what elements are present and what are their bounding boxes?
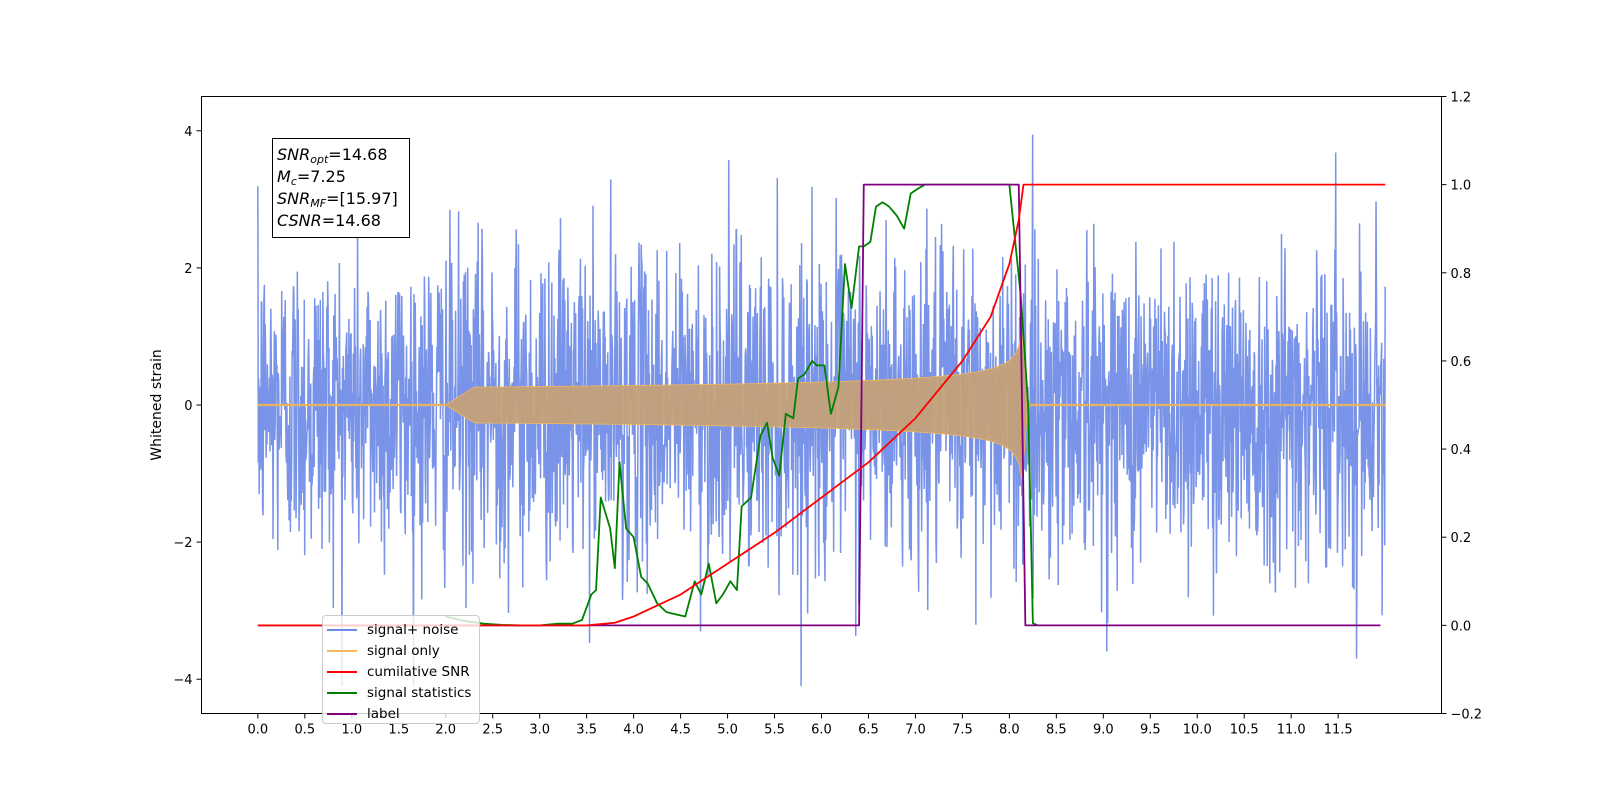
- x-tick-label: 11.5: [1324, 723, 1353, 738]
- legend-item-label: label: [327, 703, 479, 724]
- x-tick-label: 5.0: [717, 723, 738, 738]
- x-tick-label: 10.0: [1183, 723, 1212, 738]
- x-tick-label: 3.0: [529, 723, 550, 738]
- series-signal-statistics-line: [445, 183, 1038, 627]
- x-tick-label: 0.0: [248, 723, 269, 738]
- x-tick-label: 5.5: [764, 723, 785, 738]
- csnr-line: CSNR=14.68: [277, 211, 381, 230]
- x-tick-label: 4.0: [623, 723, 644, 738]
- legend-item-cumulative-snr: cumilative SNR: [327, 661, 479, 682]
- right-y-tick-label: 0.0: [1451, 619, 1472, 634]
- data-layer: [257, 134, 1386, 687]
- legend-item-signal-noise: signal+ noise: [327, 619, 479, 640]
- legend-item-signal-only: signal only: [327, 640, 479, 661]
- snr-mf-value: [15.97]: [339, 189, 398, 208]
- legend-item-signal-statistics: signal statistics: [327, 682, 479, 703]
- left-y-tick-label: 2: [184, 262, 192, 277]
- series-signal-noise-line: [257, 134, 1386, 687]
- left-y-tick-label: 4: [184, 125, 192, 140]
- right-y-tick-label: −0.2: [1451, 708, 1483, 723]
- right-y-tick-label: 0.6: [1451, 355, 1472, 370]
- right-y-axis: −0.2 0.0 0.2 0.4 0.6 0.8 1.0 1.2: [1441, 91, 1483, 723]
- x-tick-label: 4.5: [670, 723, 691, 738]
- legend-label-signal-only: signal only: [367, 642, 440, 659]
- left-y-tick-label: −4: [173, 673, 192, 688]
- legend-swatch-signal-noise: [327, 628, 357, 631]
- series-cumulative-snr-line: [257, 183, 1386, 627]
- x-tick-label: 8.0: [999, 723, 1020, 738]
- legend: signal+ noise signal only cumilative SNR…: [322, 615, 480, 724]
- metrics-annotation-box: SNRopt=14.68 Mc=7.25 SNRMF=[15.97] CSNR=…: [272, 138, 410, 238]
- legend-swatch-cumulative-snr: [327, 670, 357, 673]
- right-y-tick-label: 1.0: [1451, 179, 1472, 194]
- x-tick-label: 6.5: [858, 723, 879, 738]
- legend-swatch-signal-statistics: [327, 691, 357, 694]
- x-tick-label: 9.0: [1093, 723, 1114, 738]
- right-y-tick-label: 0.8: [1451, 267, 1472, 282]
- series-signal-only-line: [257, 330, 1386, 480]
- x-tick-label: 11.0: [1277, 723, 1306, 738]
- x-tick-label: 2.0: [435, 723, 456, 738]
- legend-label-label: label: [367, 705, 400, 722]
- right-y-tick-label: 0.2: [1451, 531, 1472, 546]
- left-y-tick-label: −2: [173, 536, 192, 551]
- right-y-tick-label: 0.4: [1451, 443, 1472, 458]
- x-tick-label: 10.5: [1230, 723, 1259, 738]
- x-axis: 0.0 0.5 1.0 1.5 2.0 2.5 3.0 3.5 4.0 4.5 5.0 5.5 6.0 6…: [248, 713, 1353, 738]
- left-y-tick-label: 0: [184, 399, 192, 414]
- chirp-mass-value: 7.25: [310, 167, 346, 186]
- x-tick-label: 0.5: [294, 723, 315, 738]
- x-tick-label: 7.0: [905, 723, 926, 738]
- right-y-tick-label: 1.2: [1451, 91, 1472, 106]
- legend-label-signal-statistics: signal statistics: [367, 684, 472, 701]
- snr-opt-value: 14.68: [341, 145, 388, 164]
- series-label-line: [257, 183, 1381, 627]
- snr-opt-line: SNRopt=14.68: [277, 145, 388, 166]
- x-tick-label: 9.5: [1140, 723, 1161, 738]
- legend-swatch-label: [327, 712, 357, 715]
- snr-mf-line: SNRMF=[15.97]: [277, 189, 398, 210]
- chirp-mass-line: Mc=7.25: [277, 167, 346, 188]
- legend-swatch-signal-only: [327, 649, 357, 652]
- legend-label-cumulative-snr: cumilative SNR: [367, 663, 470, 680]
- x-tick-label: 8.5: [1046, 723, 1067, 738]
- legend-label-signal-noise: signal+ noise: [367, 621, 459, 638]
- x-tick-label: 7.5: [952, 723, 973, 738]
- x-tick-label: 1.5: [388, 723, 409, 738]
- x-tick-label: 1.0: [341, 723, 362, 738]
- x-tick-label: 6.0: [811, 723, 832, 738]
- left-y-axis-label: Whitened strain: [149, 349, 165, 460]
- csnr-value: 14.68: [335, 211, 381, 230]
- x-tick-label: 2.5: [482, 723, 503, 738]
- x-tick-label: 3.5: [576, 723, 597, 738]
- left-y-axis: −4 −2 0 2 4: [173, 125, 202, 688]
